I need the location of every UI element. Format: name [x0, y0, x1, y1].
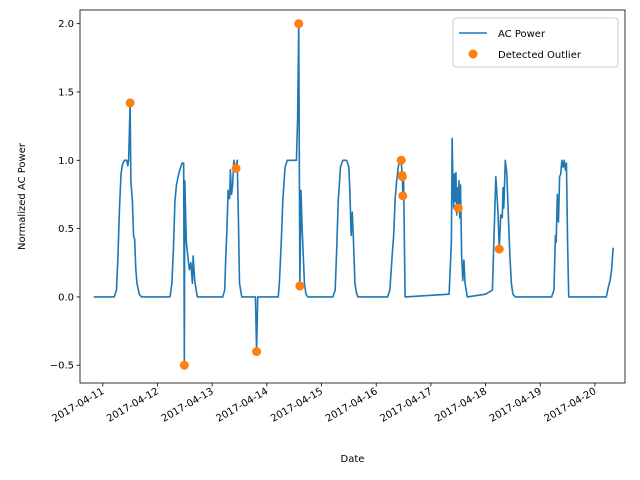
y-tick-label: 1.0 — [58, 156, 74, 167]
outlier-point — [125, 98, 135, 108]
plot-area — [79, 9, 626, 384]
y-tick-label: −0.5 — [50, 361, 74, 372]
legend: AC Power Detected Outlier — [452, 17, 619, 68]
series-line-ac-power — [93, 22, 614, 367]
outlier-point — [453, 203, 463, 213]
outlier-point — [294, 19, 304, 29]
y-tick-label: 0.5 — [58, 224, 74, 235]
axes-frame — [79, 9, 626, 384]
outlier-point — [295, 281, 305, 291]
legend-entry-detected-outlier: Detected Outlier — [498, 50, 582, 61]
y-tick-label: 0.0 — [58, 292, 74, 303]
outlier-point — [179, 360, 189, 370]
y-tick-label: 2.0 — [58, 19, 74, 30]
outlier-point — [231, 163, 241, 173]
outlier-point — [398, 191, 408, 201]
legend-entry-ac-power: AC Power — [498, 29, 546, 40]
outlier-point — [494, 244, 504, 254]
y-axis-label: Normalized AC Power — [17, 142, 28, 250]
y-axis-ticks: −0.5 0.0 0.5 1.0 1.5 2.0 — [50, 19, 80, 372]
y-tick-label: 1.5 — [58, 87, 74, 98]
x-axis-label: Date — [341, 454, 365, 465]
legend-box — [452, 17, 619, 68]
outlier-point — [396, 155, 406, 165]
outlier-point — [252, 347, 262, 357]
outlier-point — [397, 172, 407, 182]
legend-outlier-swatch — [468, 49, 478, 59]
